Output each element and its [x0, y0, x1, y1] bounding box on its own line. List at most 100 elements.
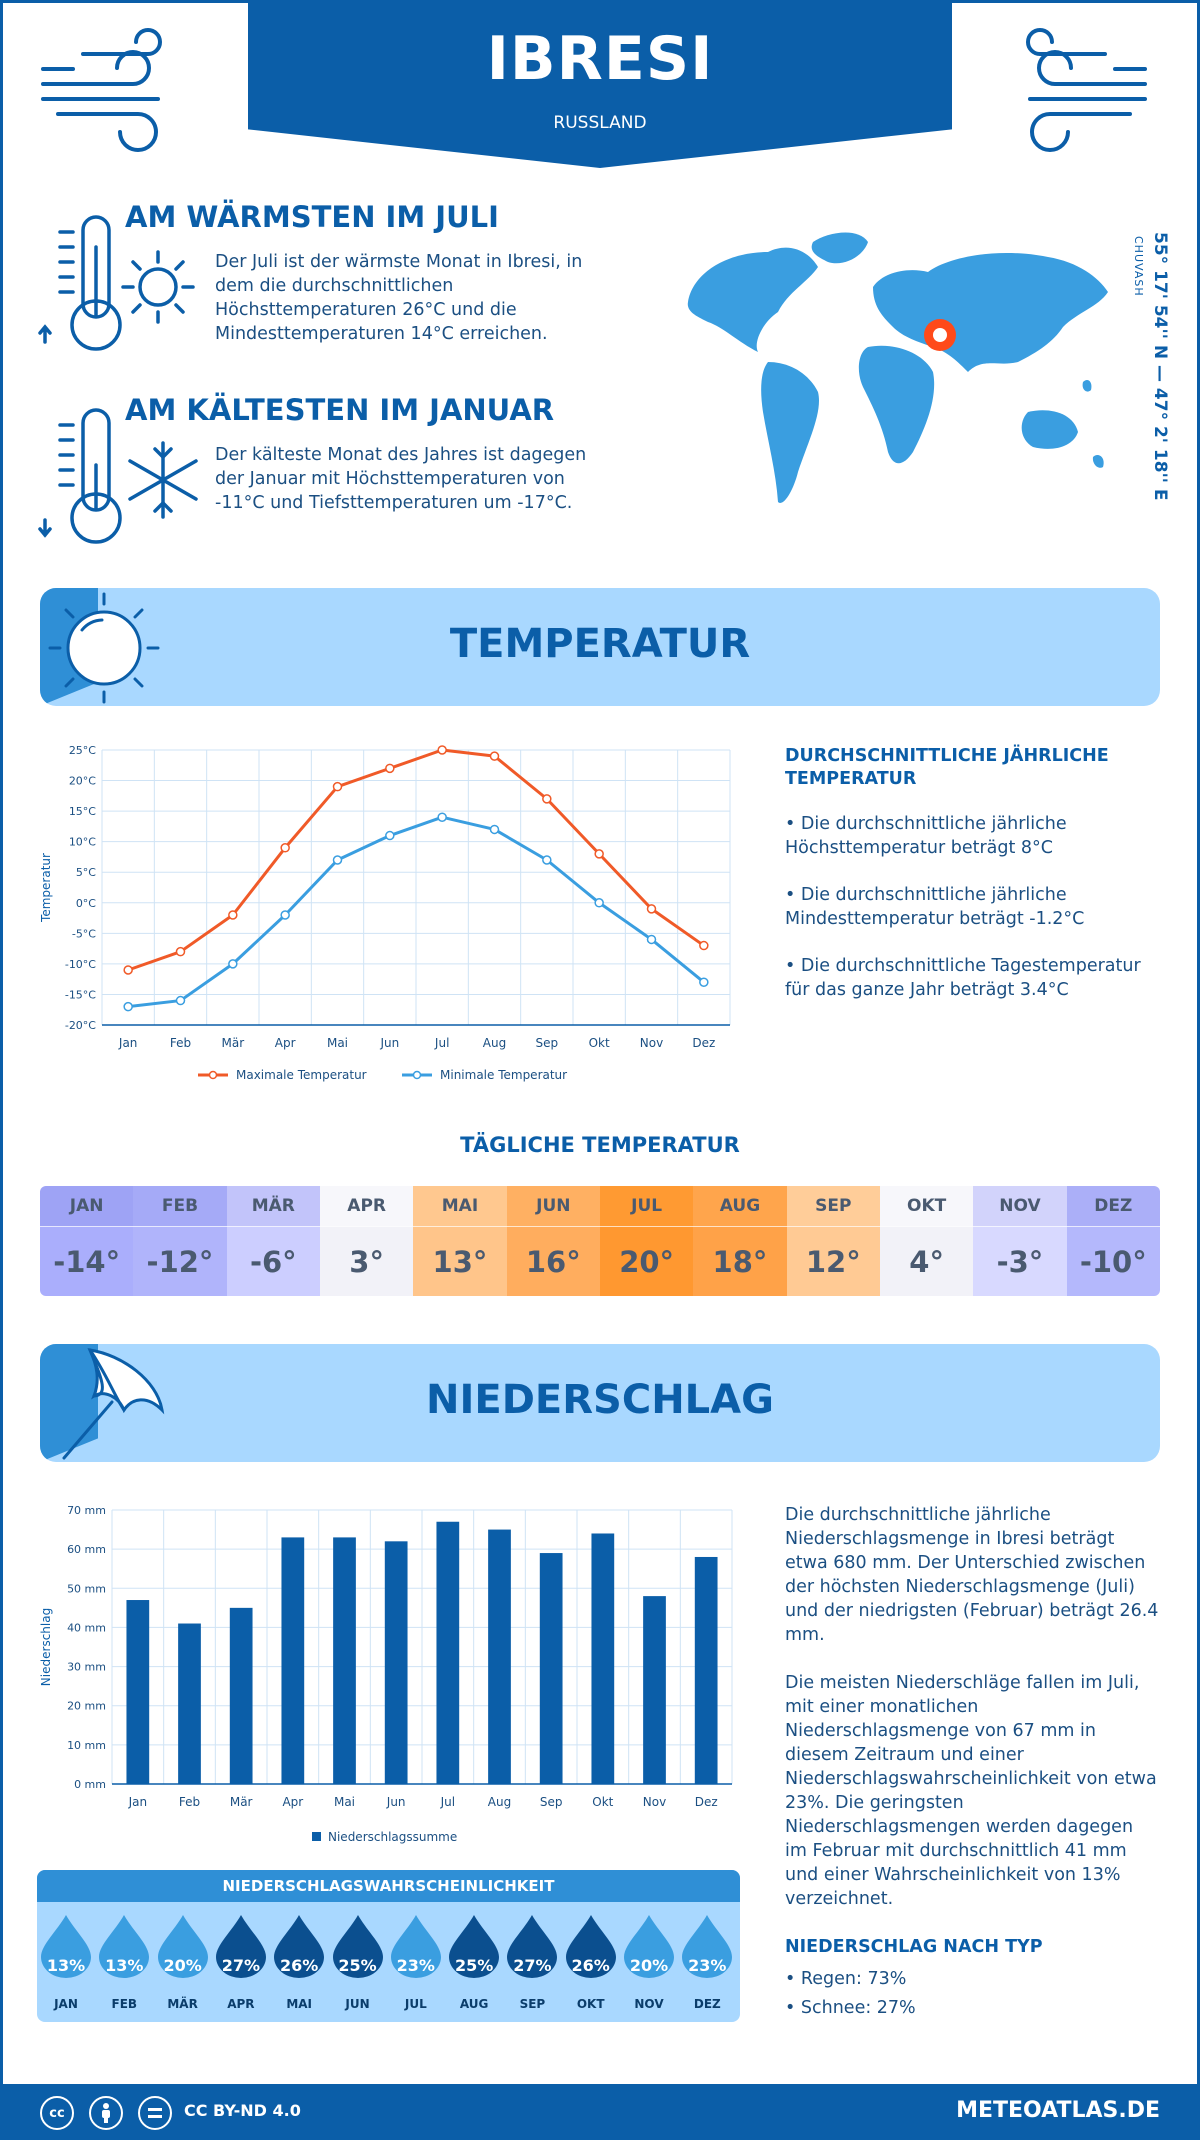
daily-temp-month: JUN — [506, 1186, 600, 1226]
series-line — [127, 748, 705, 972]
legend-label: Niederschlagssumme — [328, 1830, 457, 1844]
x-tick-label: Jul — [440, 1795, 455, 1809]
site-link[interactable]: METEOATLAS.DE — [956, 2098, 1160, 2123]
x-tick-label: Jan — [128, 1795, 148, 1809]
raindrop-shape — [332, 1915, 383, 1978]
bar — [126, 1600, 150, 1784]
bar — [436, 1521, 460, 1784]
warmest-title: AM WÄRMSTEN IM JULI — [125, 200, 499, 234]
data-point — [699, 940, 709, 951]
probability-value: 13% — [105, 1956, 144, 1975]
daily-temp-month: NOV — [973, 1186, 1067, 1226]
raindrop-icon — [157, 1915, 208, 1978]
bar — [281, 1537, 305, 1784]
bar — [539, 1553, 563, 1784]
x-tick-label: Aug — [483, 1036, 506, 1050]
x-tick-label: Jun — [386, 1795, 406, 1809]
daily-temp-cell: FEB -12° — [133, 1186, 227, 1296]
raindrop-shape — [565, 1915, 616, 1978]
x-tick-label: Nov — [643, 1795, 666, 1809]
y-tick-label: -10°C — [65, 958, 96, 971]
data-point — [228, 959, 238, 969]
bar — [333, 1537, 356, 1784]
daily-temp-month: JUL — [599, 1186, 694, 1226]
daily-temp-cell: NOV -3° — [973, 1186, 1067, 1296]
city-title: IBRESI — [486, 24, 714, 94]
raindrop-shape — [449, 1915, 500, 1978]
x-tick-label: Apr — [275, 1036, 296, 1050]
raindrop-shape — [99, 1915, 150, 1978]
data-point — [437, 745, 447, 755]
annual-temp-title: DURCHSCHNITTLICHE JÄHRLICHE TEMPERATUR — [785, 746, 1109, 789]
daily-temp-title: TÄGLICHE TEMPERATUR — [460, 1133, 740, 1157]
probability-month: SEP — [519, 1997, 546, 2011]
data-point — [332, 781, 343, 792]
series-line — [127, 815, 705, 1009]
x-tick-label: Nov — [640, 1036, 663, 1050]
daily-temp-cell: SEP 12° — [786, 1186, 880, 1296]
legend-marker — [208, 1070, 218, 1080]
footer — [0, 2084, 1200, 2140]
region-name: CHUVASH — [1132, 236, 1145, 297]
daily-temp-value: 20° — [599, 1226, 694, 1296]
x-tick-label: Dez — [692, 1036, 715, 1050]
daily-temp-value: 12° — [786, 1226, 880, 1296]
raindrop-icon — [449, 1915, 500, 1978]
by-icon — [89, 2096, 123, 2130]
annual-temp-bullet-2: • Die durchschnittliche jährliche Mindes… — [785, 885, 1085, 929]
probability-title: NIEDERSCHLAGSWAHRSCHEINLICHKEIT — [37, 1870, 740, 1902]
y-tick-label: 20°C — [69, 775, 96, 788]
y-tick-label: 10 mm — [67, 1739, 106, 1752]
x-tick-label: Feb — [170, 1036, 191, 1050]
daily-temp-month: MÄR — [226, 1186, 320, 1226]
y-tick-label: -5°C — [72, 927, 96, 940]
probability-value: 25% — [454, 1956, 494, 1975]
annual-temp-bullet-1: • Die durchschnittliche jährliche Höchst… — [785, 814, 1067, 858]
probability-month: JAN — [54, 1997, 78, 2011]
daily-temp-value: 16° — [506, 1226, 600, 1296]
data-point — [385, 830, 395, 841]
warmest-text: Der Juli ist der wärmste Monat in Ibresi… — [215, 252, 583, 344]
probability-month: JUN — [345, 1997, 370, 2011]
raindrop-icon — [507, 1915, 558, 1978]
umbrella-rain-icon — [62, 1348, 165, 1460]
probability-value: 25% — [338, 1956, 377, 1975]
daily-temp-cell: DEZ -10° — [1066, 1186, 1160, 1296]
cc-icon: cc — [40, 2096, 74, 2130]
raindrop-shape — [215, 1915, 266, 1978]
data-point — [489, 751, 500, 761]
y-tick-label: 70 mm — [67, 1504, 106, 1517]
temperature-title: TEMPERATUR — [449, 621, 751, 667]
x-tick-label: Feb — [179, 1795, 200, 1809]
legend-marker — [412, 1070, 422, 1080]
y-tick-label: 20 mm — [67, 1700, 106, 1713]
country-name: RUSSLAND — [553, 113, 647, 133]
y-tick-label: -15°C — [65, 988, 96, 1001]
daily-temp-month: OKT — [879, 1186, 974, 1226]
probability-month: FEB — [111, 1997, 138, 2011]
y-tick-label: 30 mm — [67, 1661, 106, 1674]
probability-value: 26% — [571, 1956, 610, 1975]
daily-temp-cell: AUG 18° — [693, 1186, 787, 1296]
precipitation-title: NIEDERSCHLAG — [426, 1377, 774, 1423]
coldest-text: Der kälteste Monat des Jahres ist dagege… — [215, 445, 587, 513]
probability-value: 27% — [221, 1956, 261, 1975]
temperature-banner — [40, 588, 1160, 706]
data-point — [228, 910, 238, 920]
raindrop-shape — [507, 1915, 558, 1978]
precip-text-2: Die meisten Niederschläge fallen im Juli… — [785, 1673, 1157, 1909]
probability-month: APR — [227, 1997, 255, 2011]
daily-temp-value: 4° — [879, 1226, 974, 1296]
x-tick-label: Apr — [282, 1795, 303, 1809]
sun-icon — [48, 592, 160, 704]
daily-temp-value: -10° — [1066, 1226, 1160, 1296]
raindrop-icon — [274, 1915, 325, 1978]
x-tick-label: Jun — [379, 1036, 399, 1050]
daily-temp-value: 13° — [413, 1226, 507, 1296]
x-tick-label: Jan — [118, 1036, 137, 1050]
precipitation-banner — [40, 1344, 1160, 1462]
precipitation-chart: 70 mm 60 mm 50 mm 40 mm 30 mm 20 mm 10 mm 0 mm J… — [40, 1504, 733, 1844]
probability-month: AUG — [459, 1997, 489, 2011]
data-point — [699, 977, 709, 987]
probability-month: JUL — [404, 1997, 427, 2011]
